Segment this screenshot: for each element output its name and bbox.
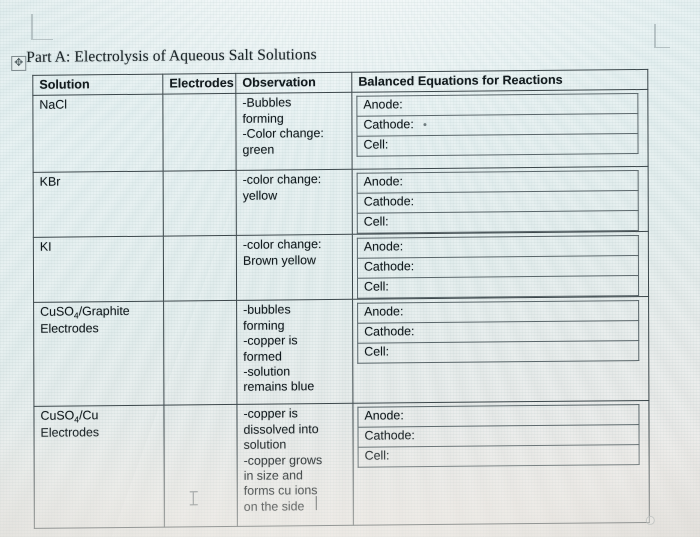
equation-box: Anode: Cathode: Cell: [357, 300, 640, 365]
observation-line: forming [242, 111, 284, 126]
cell-field[interactable]: Cell: [358, 444, 640, 468]
cell-balanced-equations[interactable]: Anode: Cathode: Cell: [352, 296, 649, 404]
cell-observation[interactable]: -bubbles forming -copper is formed -solu… [236, 299, 353, 405]
cell-balanced-equations[interactable]: Anode: Cathode: Cell: [352, 166, 649, 235]
cathode-label: Cathode: [363, 117, 414, 133]
cathode-field[interactable]: Cathode: [358, 424, 640, 448]
observation-line: -color change: [242, 172, 322, 188]
cell-solution[interactable]: KBr [33, 171, 164, 238]
cathode-field[interactable]: Cathode: [357, 190, 639, 214]
observation-line: dissolved into [243, 421, 319, 437]
observation-line: solution [243, 437, 287, 453]
cell-solution[interactable]: CuSO4/Graphite Electrodes [33, 301, 164, 407]
table-move-handle-icon[interactable]: ✥ [11, 55, 27, 72]
cell-observation[interactable]: -Bubbles forming -Color change: green [235, 92, 353, 171]
equation-box: Anode: Cathode: Cell: [356, 170, 639, 235]
observation-line: -color change: [242, 237, 322, 253]
equation-box: Anode: Cathode: Cell: [356, 235, 640, 300]
text-ibeam-cursor-icon [189, 490, 198, 506]
table-row[interactable]: KBr -color change: yellow Anode: Cathode… [33, 166, 649, 238]
cell-solution[interactable]: KI [33, 236, 164, 303]
cathode-field[interactable]: Cathode: [357, 320, 639, 344]
formula-subscript: 4 [74, 414, 80, 425]
observation-line: forms cu ions [243, 483, 318, 499]
table-row[interactable]: CuSO4/Graphite Electrodes -bubbles formi… [33, 296, 649, 407]
observation-line: on the side [243, 499, 305, 514]
anode-field[interactable]: Anode: [357, 235, 639, 259]
equation-box: Anode: Cathode: Cell: [356, 93, 639, 158]
cell-observation[interactable]: -color change: Brown yellow [236, 234, 353, 301]
observation-line: yellow [242, 188, 278, 203]
solution-formula: CuSO [40, 304, 74, 320]
solution-name: KBr [39, 174, 61, 190]
anode-field[interactable]: Anode: [356, 93, 638, 117]
cell-field[interactable]: Cell: [356, 133, 639, 157]
stray-dot-mark [423, 123, 427, 127]
anode-field[interactable]: Anode: [357, 170, 639, 194]
cell-electrodes[interactable] [163, 300, 237, 406]
cell-observation[interactable]: -color change: yellow [236, 169, 353, 236]
page-title: Part A: Electrolysis of Aqueous Salt Sol… [26, 46, 317, 66]
observation-line: green [242, 142, 275, 157]
solution-formula: CuSO [40, 408, 75, 424]
cell-solution[interactable]: NaCl [32, 94, 164, 173]
observation-line: -copper is [243, 333, 298, 349]
observation-line: -Bubbles [242, 95, 292, 111]
observation-line: remains blue [243, 379, 315, 395]
solution-name: NaCl [39, 97, 67, 113]
cell-electrodes[interactable] [162, 93, 237, 172]
observation-line: -bubbles [243, 302, 291, 318]
electrolysis-table: Solution Electrodes Observation Balanced… [32, 69, 650, 529]
observation-line: Brown yellow [242, 252, 316, 268]
solution-name: KI [39, 240, 52, 255]
cell-solution[interactable]: CuSO4/Cu Electrodes [33, 405, 165, 529]
observation-line: -solution [243, 364, 291, 379]
cell-field[interactable]: Cell: [357, 275, 639, 299]
observation-line: in size and [243, 468, 303, 483]
observation-line: -copper is [243, 406, 298, 422]
anode-field[interactable]: Anode: [357, 404, 640, 428]
cathode-field[interactable]: Cathode: [356, 113, 638, 137]
cathode-field[interactable]: Cathode: [357, 255, 639, 279]
observation-line: -copper grows [243, 452, 323, 468]
formula-subscript: 4 [73, 310, 79, 321]
text-insertion-caret [315, 496, 318, 511]
column-header-observation: Observation [235, 72, 352, 94]
column-header-solution: Solution [32, 74, 163, 96]
observation-line: formed [243, 349, 282, 364]
cell-electrodes[interactable] [163, 235, 237, 302]
column-header-electrodes: Electrodes [162, 73, 236, 95]
cell-balanced-equations[interactable]: Anode: Cathode: Cell: [352, 400, 650, 526]
equation-box: Anode: Cathode: Cell: [357, 404, 640, 469]
observation-line: -Color change: [242, 126, 324, 142]
cell-field[interactable]: Cell: [357, 340, 639, 364]
solution-name: CuSO4/Graphite Electrodes [40, 304, 130, 335]
cell-balanced-equations[interactable]: Anode: Cathode: Cell: [352, 231, 649, 300]
anode-field[interactable]: Anode: [357, 300, 639, 324]
cell-electrodes[interactable] [163, 404, 238, 528]
table-row[interactable]: KI -color change: Brown yellow Anode: Ca… [33, 231, 649, 303]
cell-electrodes[interactable] [163, 170, 237, 237]
cell-balanced-equations[interactable]: Anode: Cathode: Cell: [351, 89, 649, 170]
column-header-balanced-equations: Balanced Equations for Reactions [351, 69, 648, 93]
cell-observation[interactable]: -copper is dissolved into solution -copp… [236, 403, 354, 527]
table-row[interactable]: NaCl -Bubbles forming -Color change: gre… [32, 89, 649, 173]
observation-line: forming [243, 318, 285, 333]
cell-field[interactable]: Cell: [357, 210, 639, 234]
table-row[interactable]: CuSO4/Cu Electrodes -copper is dissolved… [33, 400, 650, 529]
table-resize-handle[interactable] [645, 515, 655, 525]
solution-name: CuSO4/Cu Electrodes [40, 409, 99, 440]
